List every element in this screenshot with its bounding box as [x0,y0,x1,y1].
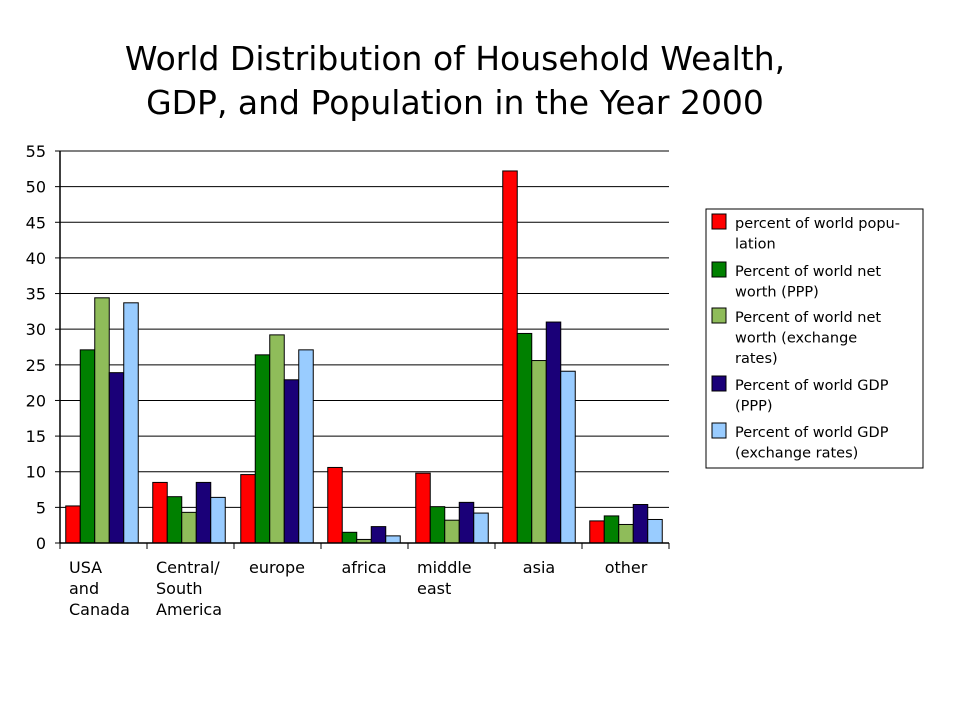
category-label: Canada [69,600,130,619]
y-tick-label: 50 [26,178,46,197]
bar-series-3-cat-6 [531,360,547,544]
legend: percent of world popu-lation Percent of w… [705,208,924,469]
bar-series-5-cat-1 [123,302,139,544]
bar-series-5-cat-6 [560,370,576,544]
legend-swatch [711,261,727,278]
bar-series-3-cat-1 [94,297,110,544]
category-label: and [69,579,99,598]
bar-series-1-cat-5 [415,472,431,544]
bar-series-1-cat-2 [152,481,168,544]
category-label: other [605,558,648,577]
bar-series-2-cat-3 [254,354,271,544]
legend-swatch [711,422,727,439]
bar-series-5-cat-5 [473,512,489,544]
legend-label: worth (exchange [735,331,857,347]
legend-label: worth (PPP) [735,285,819,301]
legend-label: lation [735,237,776,253]
bar-series-3-cat-7 [618,523,634,544]
bar-series-2-cat-7 [603,515,620,544]
bar-series-5-cat-2 [210,496,226,544]
bar-series-2-cat-6 [516,332,533,544]
y-tick-label: 5 [36,498,46,517]
legend-swatch [711,307,727,324]
legend-label: Percent of world GDP [735,378,889,394]
bar-series-4-cat-4 [370,526,387,544]
bar-series-2-cat-4 [341,531,358,544]
legend-swatch [711,213,727,230]
y-tick-label: 20 [26,391,46,410]
bar-series-3-cat-5 [444,519,460,544]
legend-swatch [711,375,727,392]
category-label: africa [341,558,386,577]
category-label: asia [523,558,555,577]
bar-series-4-cat-6 [545,321,562,544]
bar-series-5-cat-7 [647,518,663,544]
category-label: America [156,600,222,619]
legend-box [705,208,924,469]
bar-series-2-cat-1 [79,349,96,544]
bar-series-4-cat-5 [458,501,475,544]
bar-series-1-cat-6 [502,170,518,544]
y-tick-label: 45 [26,213,46,232]
y-tick-label: 35 [26,285,46,304]
y-tick-label: 30 [26,320,46,339]
category-label: europe [249,558,305,577]
bar-series-4-cat-3 [283,379,300,544]
category-labels: USA and Canada Central/South America europe af… [69,558,648,619]
legend-label: rates) [735,351,778,367]
legend-label: Percent of world net [735,264,881,280]
bar-series-3-cat-3 [269,334,285,544]
bar-series-1-cat-1 [65,505,81,544]
category-label: South [156,579,203,598]
legend-label: Percent of world net [735,310,881,326]
bar-series-3-cat-2 [181,511,197,544]
bar-series-1-cat-7 [589,520,605,544]
bar-series-2-cat-2 [166,496,183,544]
bar-series-1-cat-3 [240,474,256,544]
category-label: USA [69,558,102,577]
y-tick-label: 55 [26,142,46,161]
category-label: east [417,579,451,598]
y-tick-label: 40 [26,249,46,268]
category-label: Central/ [156,558,220,577]
legend-label: (PPP) [735,399,773,415]
bar-series-5-cat-4 [385,535,401,544]
y-tick-label: 0 [36,534,46,553]
legend-label: percent of world popu- [735,216,900,232]
chart-title-line: GDP, and Population in the Year 2000 [146,83,764,122]
y-tick-labels: 0 5 10 15 20 25 30 35 40 45 50 55 [26,142,46,553]
y-tick-label: 25 [26,356,46,375]
chart-title-line: World Distribution of Household Wealth, [125,39,785,78]
bar-series-1-cat-4 [327,466,343,544]
gridlines [55,150,669,544]
y-tick-label: 15 [26,427,46,446]
y-tick-label: 10 [26,463,46,482]
axes [59,151,670,549]
legend-label: Percent of world GDP [735,425,889,441]
bar-series-2-cat-5 [429,506,446,544]
bar-series-5-cat-3 [298,349,314,544]
bars [65,170,663,544]
bar-series-4-cat-2 [195,481,212,544]
bar-series-4-cat-7 [632,504,649,544]
bar-series-4-cat-1 [108,372,125,544]
chart-title: World Distribution of Household Wealth, G… [125,39,785,122]
legend-label: (exchange rates) [735,446,858,462]
category-label: middle [417,558,472,577]
